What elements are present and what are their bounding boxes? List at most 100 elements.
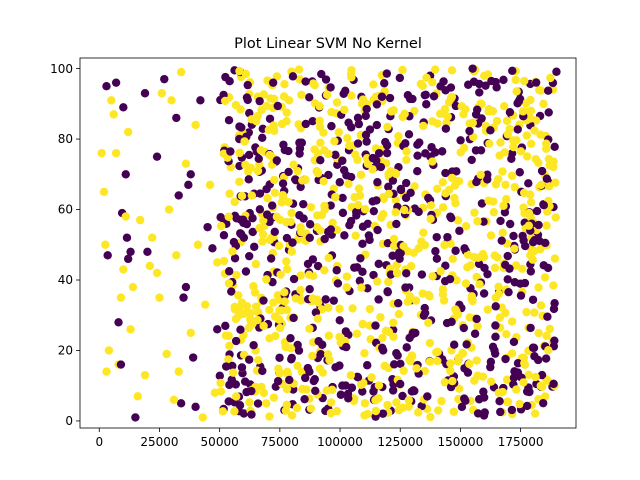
- scatter-point-class-0: [221, 321, 230, 331]
- scatter-point-class-0: [372, 100, 382, 109]
- scatter-point-class-1: [508, 136, 518, 145]
- scatter-point-class-0: [131, 413, 140, 422]
- scatter-point-class-0: [504, 287, 513, 297]
- scatter-point-class-1: [459, 110, 468, 119]
- scatter-point-class-0: [241, 267, 251, 276]
- scatter-point-class-1: [318, 368, 327, 377]
- scatter-point-class-0: [402, 269, 411, 278]
- scatter-point-class-1: [256, 145, 265, 155]
- scatter-point-class-1: [453, 357, 463, 366]
- scatter-point-class-0: [427, 143, 436, 152]
- scatter-point-class-0: [448, 167, 457, 176]
- scatter-point-class-1: [526, 139, 536, 148]
- scatter-point-class-0: [495, 396, 504, 406]
- scatter-point-class-1: [230, 302, 239, 312]
- scatter-point-class-1: [320, 201, 329, 211]
- scatter-point-class-0: [303, 363, 313, 373]
- scatter-point-class-1: [461, 222, 471, 231]
- scatter-point-class-1: [373, 277, 382, 286]
- scatter-point-class-1: [404, 402, 414, 411]
- scatter-point-class-1: [245, 398, 254, 407]
- scatter-point-class-0: [208, 244, 217, 253]
- scatter-point-class-0: [310, 375, 319, 384]
- scatter-point-class-0: [369, 206, 379, 216]
- scatter-point-class-1: [248, 319, 257, 328]
- scatter-point-class-0: [457, 402, 467, 412]
- scatter-point-class-0: [519, 236, 528, 245]
- scatter-point-class-1: [240, 137, 249, 146]
- scatter-point-class-1: [216, 387, 226, 396]
- scatter-point-class-1: [501, 308, 510, 318]
- scatter-point-class-0: [356, 254, 365, 263]
- scatter-point-class-0: [372, 156, 381, 165]
- scatter-point-class-1: [292, 403, 302, 413]
- scatter-point-class-0: [225, 267, 234, 276]
- scatter-point-class-0: [503, 275, 512, 284]
- scatter-point-class-0: [253, 399, 263, 408]
- scatter-point-class-1: [162, 349, 171, 359]
- scatter-point-class-0: [500, 208, 510, 217]
- scatter-point-class-0: [537, 166, 547, 176]
- scatter-point-class-0: [413, 140, 422, 149]
- scatter-point-class-0: [265, 114, 275, 123]
- scatter-point-class-1: [176, 67, 186, 77]
- scatter-point-class-1: [319, 128, 328, 137]
- scatter-point-class-1: [164, 205, 174, 214]
- scatter-point-class-0: [333, 279, 343, 288]
- scatter-point-class-0: [364, 231, 374, 240]
- scatter-point-class-0: [401, 193, 411, 203]
- scatter-point-class-0: [342, 342, 351, 352]
- scatter-point-class-1: [278, 190, 287, 200]
- scatter-point-class-1: [425, 338, 435, 348]
- scatter-point-class-1: [327, 107, 336, 117]
- scatter-point-class-1: [510, 244, 519, 253]
- scatter-point-class-1: [320, 266, 329, 275]
- scatter-point-class-0: [259, 296, 268, 305]
- scatter-point-class-0: [358, 267, 367, 276]
- scatter-point-class-1: [282, 305, 292, 315]
- scatter-point-class-1: [422, 73, 431, 82]
- scatter-point-class-1: [476, 170, 485, 179]
- scatter-point-class-1: [326, 408, 336, 418]
- scatter-point-class-1: [220, 96, 230, 106]
- scatter-point-class-0: [487, 76, 496, 86]
- scatter-point-class-0: [483, 170, 492, 179]
- scatter-point-class-1: [280, 297, 289, 306]
- scatter-point-class-0: [491, 321, 500, 330]
- scatter-point-class-0: [374, 295, 383, 304]
- scatter-point-class-1: [148, 233, 157, 242]
- scatter-point-class-1: [503, 397, 512, 407]
- scatter-point-class-0: [477, 199, 487, 208]
- scatter-point-class-1: [351, 150, 360, 159]
- scatter-point-class-0: [126, 247, 135, 257]
- scatter-point-class-0: [344, 394, 353, 403]
- scatter-point-class-1: [343, 134, 352, 143]
- scatter-point-class-0: [340, 231, 349, 240]
- scatter-point-class-1: [530, 409, 540, 418]
- scatter-point-class-0: [305, 233, 314, 242]
- scatter-point-class-1: [531, 154, 540, 164]
- scatter-point-class-0: [401, 139, 410, 148]
- scatter-point-class-1: [272, 72, 282, 81]
- scatter-point-class-1: [378, 333, 387, 343]
- scatter-point-class-1: [324, 303, 333, 313]
- scatter-point-class-0: [490, 349, 500, 358]
- scatter-point-class-1: [473, 371, 482, 380]
- scatter-point-class-0: [262, 184, 271, 194]
- scatter-point-class-1: [463, 250, 473, 259]
- scatter-point-class-0: [373, 178, 382, 187]
- scatter-point-class-1: [216, 378, 225, 388]
- scatter-point-class-1: [483, 305, 493, 314]
- scatter-point-class-0: [465, 126, 474, 136]
- scatter-point-class-0: [382, 141, 392, 150]
- scatter-point-class-0: [244, 175, 253, 184]
- scatter-point-class-0: [288, 238, 297, 247]
- scatter-point-class-0: [114, 318, 123, 327]
- scatter-point-class-1: [428, 78, 437, 87]
- scatter-point-class-1: [501, 180, 510, 189]
- scatter-point-class-0: [244, 150, 254, 160]
- scatter-point-class-1: [262, 101, 271, 111]
- scatter-point-class-1: [522, 152, 532, 161]
- scatter-point-class-0: [501, 260, 510, 270]
- scatter-point-class-1: [546, 73, 555, 83]
